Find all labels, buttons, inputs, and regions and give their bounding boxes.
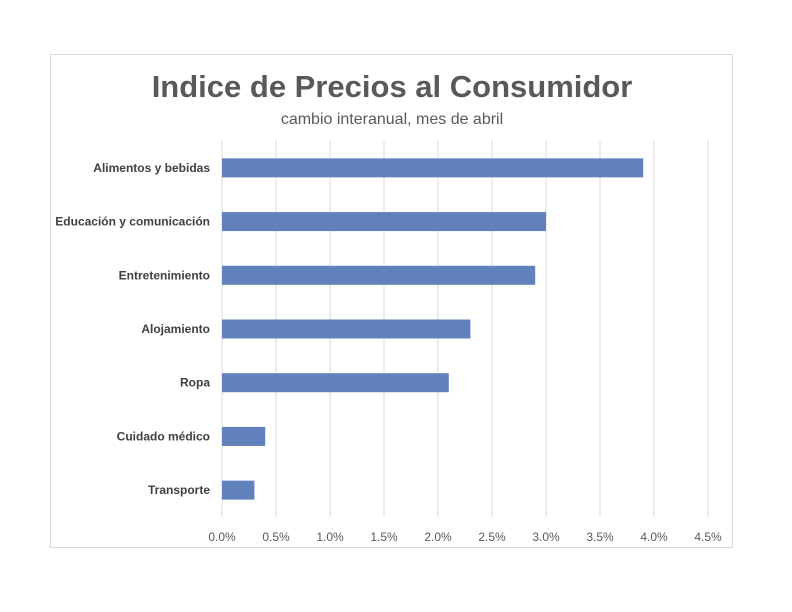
category-label: Cuidado médico (117, 429, 210, 443)
bar (222, 426, 266, 446)
x-tick-label: 0.0% (208, 530, 236, 544)
bar (222, 373, 449, 393)
x-tick-label: 2.5% (478, 530, 506, 544)
bar (222, 480, 255, 500)
bar (222, 319, 471, 339)
x-tick-label: 3.0% (532, 530, 560, 544)
bar (222, 158, 644, 178)
category-labels: Alimentos y bebidas Educación y comunicac… (55, 161, 210, 497)
x-tick-label: 1.5% (370, 530, 398, 544)
bar-chart: Indice de Precios al Consumidor cambio i… (55, 69, 722, 544)
category-label: Ropa (180, 376, 210, 390)
x-tick-label: 4.5% (694, 530, 722, 544)
category-label: Transporte (148, 483, 210, 497)
category-label: Entretenimiento (119, 268, 210, 282)
chart-title: Indice de Precios al Consumidor (152, 69, 633, 104)
chart-area: Indice de Precios al Consumidor cambio i… (50, 54, 733, 548)
x-axis-tick-labels: 0.0% 0.5% 1.0% 1.5% 2.0% 2.5% 3.0% 3.5% 4.0% 4.5% (208, 530, 722, 544)
category-label: Educación y comunicación (55, 215, 210, 229)
bar (222, 212, 546, 232)
x-tick-label: 4.0% (640, 530, 668, 544)
x-tick-label: 3.5% (586, 530, 614, 544)
category-label: Alojamiento (141, 322, 210, 336)
bars (222, 158, 644, 500)
x-tick-label: 1.0% (316, 530, 344, 544)
x-tick-label: 0.5% (262, 530, 290, 544)
bar (222, 265, 536, 285)
chart-subtitle: cambio interanual, mes de abril (281, 111, 503, 128)
category-label: Alimentos y bebidas (93, 161, 210, 175)
x-tick-label: 2.0% (424, 530, 452, 544)
